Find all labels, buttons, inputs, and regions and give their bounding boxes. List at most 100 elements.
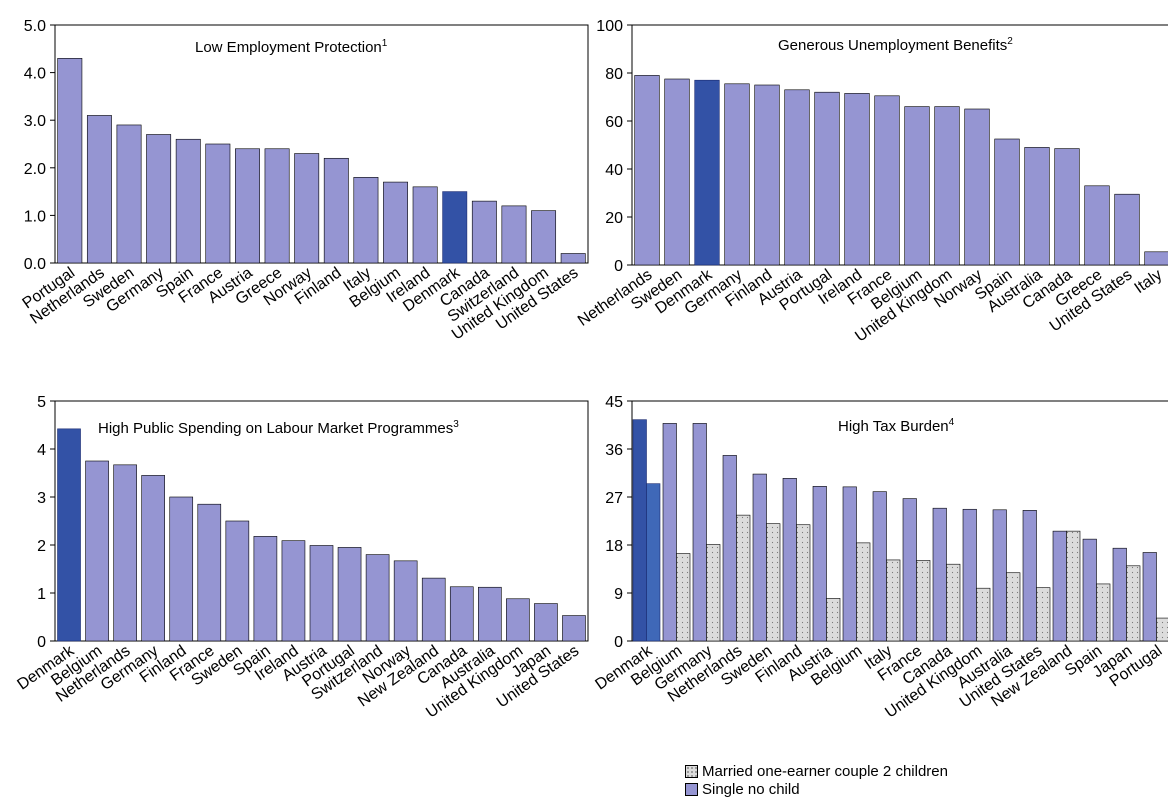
bar-netherlands: [86, 115, 112, 264]
y-tick-label: 60: [605, 114, 623, 131]
bar-single-sweden: [752, 473, 767, 642]
bar-married-austria: [826, 598, 841, 642]
y-tick-label: 0: [614, 634, 623, 651]
bar-married-united-states: [1036, 587, 1051, 642]
bar-married-denmark: [646, 483, 661, 642]
bar-single-france: [902, 498, 917, 642]
bar-austria: [784, 89, 810, 266]
bar-married-france: [916, 560, 931, 642]
bar-sweden: [225, 520, 250, 642]
bar-portugal: [814, 91, 840, 266]
bar-portugal: [337, 547, 362, 642]
bar-married-italy: [886, 559, 901, 642]
bar-spain: [253, 536, 278, 642]
bar-united-states: [560, 253, 586, 264]
y-tick-label: 0: [37, 634, 46, 651]
bar-finland: [754, 84, 780, 266]
y-tick-label: 80: [605, 66, 623, 83]
bar-france: [874, 95, 900, 266]
bar-married-new-zealand: [1066, 530, 1081, 642]
legend-item-married: Married one-earner couple 2 children: [685, 762, 948, 780]
legend-item-single: Single no child: [685, 780, 948, 798]
y-tick-label: 100: [596, 18, 623, 35]
bar-married-australia: [1006, 572, 1021, 642]
legend-single-label: Single no child: [702, 780, 800, 798]
y-tick-label: 2: [37, 538, 46, 555]
bar-spain: [994, 138, 1020, 266]
bar-single-belgium: [842, 486, 857, 642]
bar-single-austria: [812, 486, 827, 642]
bar-canada: [449, 586, 474, 642]
single-swatch: [685, 782, 698, 796]
bar-switzerland: [501, 205, 527, 264]
bar-married-netherlands: [736, 514, 751, 642]
bar-netherlands: [634, 75, 660, 266]
y-tick-label: 1.0: [24, 208, 46, 225]
bar-new-zealand: [421, 577, 446, 642]
bar-ireland: [412, 186, 438, 264]
bar-austria: [235, 148, 260, 264]
bar-switzerland: [365, 554, 390, 642]
bar-sweden: [116, 124, 142, 264]
y-tick-label: 1: [37, 586, 46, 603]
bar-netherlands: [113, 464, 137, 642]
bar-portugal: [57, 58, 83, 264]
y-tick-label: 36: [605, 442, 623, 459]
bar-ireland: [844, 93, 870, 266]
bar-married-japan: [1126, 565, 1141, 642]
bar-germany: [146, 134, 172, 264]
bar-italy: [1144, 251, 1168, 266]
bar-norway: [294, 153, 320, 264]
bar-belgium: [383, 181, 408, 264]
bar-austria: [309, 545, 334, 642]
chart-title-1: Low Employment Protection1: [195, 38, 388, 56]
bar-japan: [534, 603, 558, 642]
bar-single-italy: [872, 491, 887, 642]
bar-finland: [169, 496, 194, 642]
bar-single-denmark: [632, 419, 647, 642]
bar-single-netherlands: [722, 455, 737, 642]
y-tick-label: 9: [614, 586, 623, 603]
y-tick-label: 0.0: [24, 256, 46, 273]
bar-greece: [1084, 185, 1110, 266]
chart-title-2: Generous Unemployment Benefits2: [778, 36, 1013, 54]
bar-greece: [264, 148, 290, 264]
bar-married-belgium: [856, 542, 871, 642]
bar-united-states: [562, 615, 586, 642]
bar-married-finland: [796, 524, 811, 642]
married-swatch: [685, 764, 698, 778]
bar-norway: [393, 560, 418, 642]
bar-germany: [141, 475, 165, 642]
bar-belgium: [85, 460, 109, 642]
bar-married-sweden: [766, 523, 781, 642]
bar-single-united-kingdom: [962, 508, 977, 642]
plot-frame-2: [631, 24, 1168, 266]
bar-single-belgium: [662, 423, 677, 642]
bar-australia: [1024, 147, 1050, 266]
category-label-italy: Italy: [1132, 266, 1166, 297]
y-tick-label: 27: [605, 490, 623, 507]
bar-married-canada: [946, 563, 961, 642]
plot-frame-1: [54, 24, 589, 264]
tax-burden-legend: Married one-earner couple 2 children Sin…: [685, 762, 948, 798]
bar-married-united-kingdom: [976, 587, 991, 642]
bar-single-australia: [992, 509, 1007, 642]
bar-single-united-states: [1022, 510, 1037, 642]
y-tick-label: 18: [605, 538, 623, 555]
y-tick-label: 5: [37, 394, 46, 411]
y-tick-label: 3.0: [24, 113, 46, 130]
bar-single-portugal: [1142, 552, 1157, 642]
bar-single-germany: [692, 423, 707, 642]
bar-united-kingdom: [506, 598, 530, 642]
bar-married-spain: [1096, 583, 1111, 642]
bar-single-canada: [932, 507, 947, 642]
y-tick-label: 0: [614, 258, 623, 275]
y-tick-label: 4: [37, 442, 46, 459]
bar-sweden: [664, 78, 690, 266]
bar-belgium: [904, 106, 930, 266]
bar-united-kingdom: [934, 106, 960, 266]
bar-married-portugal: [1156, 617, 1168, 642]
bar-australia: [478, 586, 502, 642]
chart-title-4: High Tax Burden4: [838, 417, 955, 435]
